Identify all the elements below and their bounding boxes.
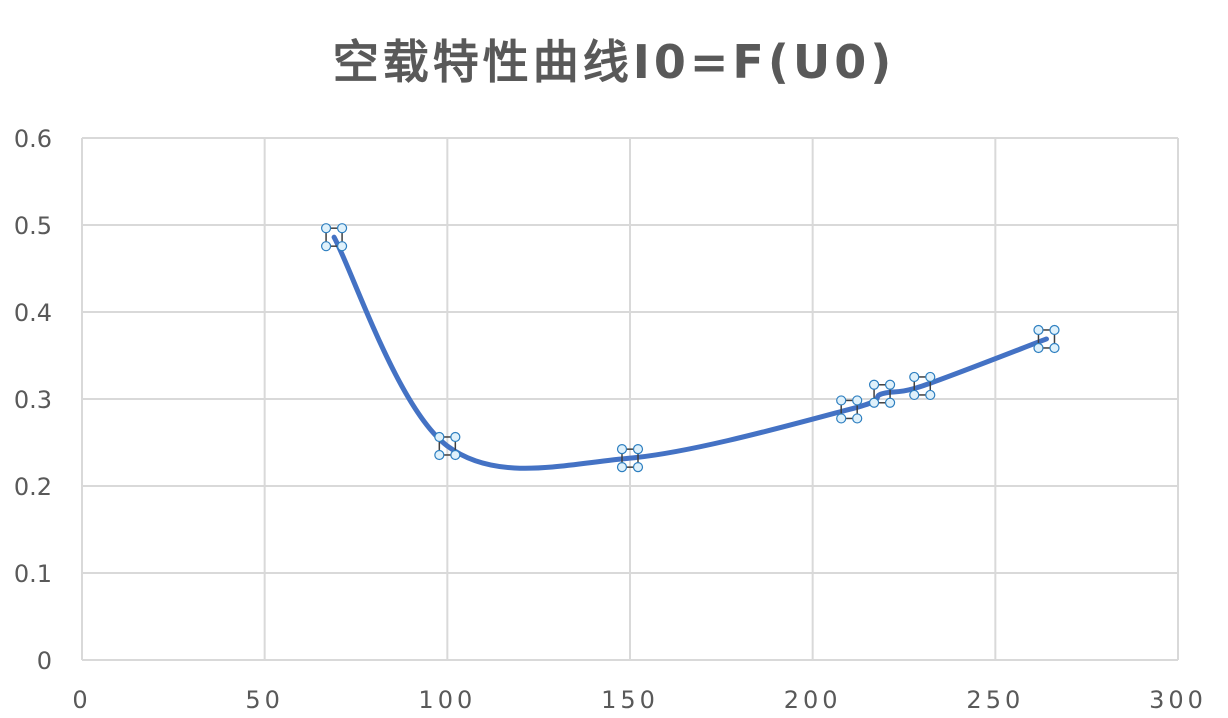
data-point[interactable] bbox=[434, 431, 461, 461]
y-tick-label: 0.2 bbox=[14, 473, 52, 501]
selection-handle[interactable] bbox=[884, 379, 896, 390]
x-tick-label: 0 bbox=[72, 686, 91, 714]
selection-box bbox=[913, 376, 932, 396]
y-tick-label: 0 bbox=[37, 647, 52, 675]
selection-handle[interactable] bbox=[1033, 324, 1044, 336]
selection-handle[interactable] bbox=[852, 413, 863, 424]
selection-handle[interactable] bbox=[632, 444, 644, 455]
selection-handle[interactable] bbox=[320, 241, 332, 252]
selection-handle[interactable] bbox=[632, 462, 644, 473]
selection-handle[interactable] bbox=[1049, 342, 1060, 354]
x-tick-label: 300 bbox=[1149, 686, 1207, 714]
y-axis-tick-labels: 0 0.1 0.2 0.3 0.4 0.5 0.6 bbox=[14, 125, 52, 675]
selection-box bbox=[621, 448, 639, 468]
data-point[interactable] bbox=[836, 395, 863, 424]
selection-box bbox=[438, 436, 457, 456]
data-point[interactable] bbox=[868, 379, 896, 408]
gridlines bbox=[81, 137, 1179, 661]
selection-handle[interactable] bbox=[434, 449, 445, 461]
selection-box bbox=[873, 384, 891, 404]
x-tick-label: 100 bbox=[418, 686, 476, 714]
selection-box bbox=[1037, 329, 1056, 349]
data-points[interactable] bbox=[320, 223, 1060, 473]
series-line[interactable] bbox=[331, 234, 1049, 471]
data-point[interactable] bbox=[909, 371, 936, 401]
y-tick-label: 0.1 bbox=[14, 560, 52, 588]
selection-handle[interactable] bbox=[925, 389, 936, 401]
selection-handle[interactable] bbox=[868, 397, 880, 408]
selection-handle[interactable] bbox=[925, 371, 936, 383]
y-tick-label: 0.3 bbox=[14, 386, 52, 414]
selection-handle[interactable] bbox=[836, 395, 847, 406]
selection-handle[interactable] bbox=[1049, 324, 1060, 336]
selection-box bbox=[840, 399, 858, 420]
selection-handle[interactable] bbox=[336, 223, 348, 234]
selection-handle[interactable] bbox=[434, 431, 445, 443]
selection-handle[interactable] bbox=[336, 241, 348, 252]
y-tick-label: 0.5 bbox=[14, 212, 52, 240]
selection-handle[interactable] bbox=[616, 462, 628, 473]
selection-handle[interactable] bbox=[836, 413, 847, 424]
selection-handle[interactable] bbox=[884, 397, 896, 408]
chart-title: 空载特性曲线I0=F(U0) bbox=[333, 35, 896, 89]
selection-handle[interactable] bbox=[450, 431, 461, 443]
x-tick-label: 250 bbox=[966, 686, 1024, 714]
selection-handle[interactable] bbox=[868, 379, 880, 390]
selection-handle[interactable] bbox=[1033, 342, 1044, 354]
data-point[interactable] bbox=[1033, 324, 1060, 354]
data-point[interactable] bbox=[616, 444, 644, 473]
x-axis-tick-labels: 0 50 100 150 200 250 300 bbox=[72, 686, 1207, 714]
selection-handle[interactable] bbox=[320, 223, 332, 234]
selection-handle[interactable] bbox=[450, 449, 461, 461]
selection-handle[interactable] bbox=[852, 395, 863, 406]
series-layer[interactable] bbox=[331, 234, 1049, 471]
selection-handle[interactable] bbox=[616, 444, 628, 455]
y-tick-label: 0.4 bbox=[14, 299, 52, 327]
x-tick-label: 200 bbox=[784, 686, 842, 714]
x-tick-label: 150 bbox=[601, 686, 659, 714]
y-tick-label: 0.6 bbox=[14, 125, 52, 153]
selection-box bbox=[325, 227, 343, 247]
selection-handle[interactable] bbox=[909, 371, 920, 383]
data-point[interactable] bbox=[320, 223, 348, 252]
x-tick-label: 50 bbox=[245, 686, 284, 714]
selection-handle[interactable] bbox=[909, 389, 920, 401]
